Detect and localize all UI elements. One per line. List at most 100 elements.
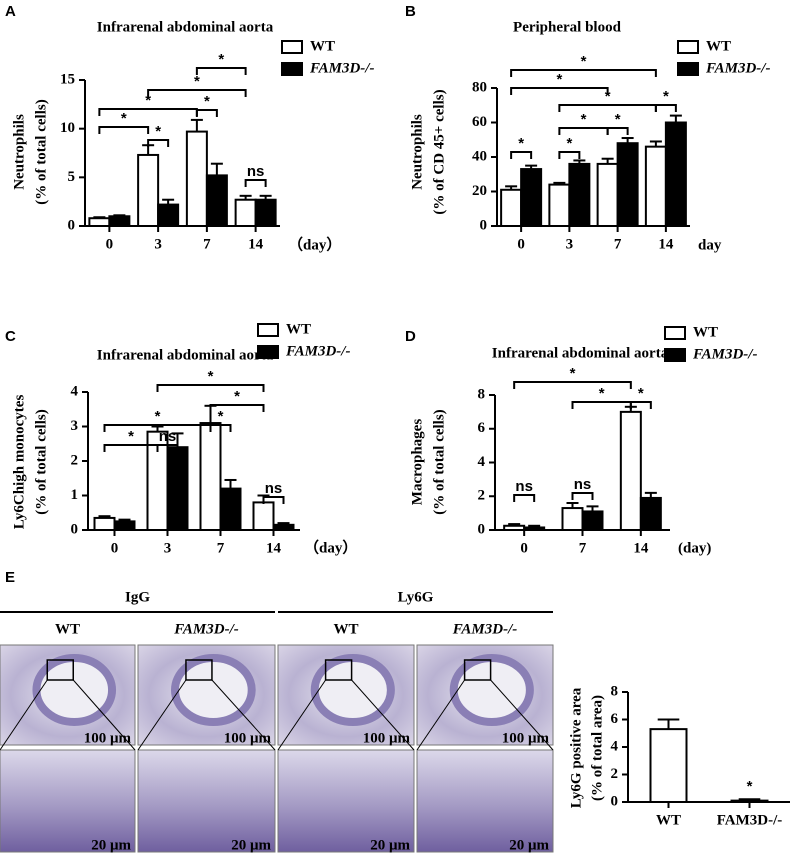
significance-label: * — [570, 365, 576, 382]
x-axis-label: (day) — [678, 540, 711, 556]
significance-bracket — [513, 494, 536, 502]
significance-label: * — [128, 428, 134, 445]
zoom-line — [490, 679, 554, 751]
legend-swatch — [664, 326, 686, 340]
significance-label: * — [556, 71, 562, 88]
significance-label: * — [566, 135, 572, 152]
y-tick-label: 0 — [480, 217, 488, 233]
bar — [619, 410, 642, 531]
y-tick-label: 0 — [611, 793, 619, 809]
x-tick-label: 14 — [633, 540, 649, 556]
y-tick-label: 2 — [611, 766, 619, 782]
bar — [649, 728, 688, 803]
bar — [88, 217, 111, 227]
x-axis-label: （day） — [288, 235, 341, 253]
bar — [252, 501, 275, 531]
y-tick-label: 5 — [68, 169, 76, 185]
chart-title: Infrarenal abdominal aorta — [97, 19, 274, 35]
y-axis-label: Ly6G positive area — [568, 687, 584, 808]
significance-label: * — [581, 111, 587, 128]
bar — [137, 153, 160, 228]
significance-bracket — [513, 381, 632, 389]
scale-bar-label: 20 μm — [509, 837, 549, 853]
inset-box — [185, 659, 213, 681]
x-tick-label: 14 — [658, 236, 674, 252]
y-axis-label: (% of total area) — [589, 695, 605, 801]
vessel — [170, 654, 256, 726]
y-axis-label: (% of total cells) — [431, 409, 447, 514]
zoom-line — [416, 679, 466, 751]
significance-label: * — [615, 111, 621, 128]
panel-letter: B — [405, 3, 416, 20]
vessel — [449, 654, 534, 726]
significance-bracket — [510, 151, 533, 159]
panel-letter: A — [5, 3, 16, 20]
legend-label: FAM3D-/- — [309, 60, 374, 76]
significance-label: ns — [265, 480, 283, 497]
y-tick-label: 4 — [478, 454, 486, 470]
y-tick-label: 15 — [60, 71, 75, 87]
inset-box — [463, 659, 492, 681]
vessel — [32, 654, 117, 726]
legend-swatch — [677, 62, 699, 76]
vessel — [310, 654, 395, 726]
y-axis-label: Macrophages — [409, 419, 425, 506]
y-tick-label: 10 — [60, 120, 75, 136]
significance-label: * — [218, 51, 224, 68]
bar — [199, 422, 222, 531]
significance-label: * — [581, 53, 587, 70]
y-tick-label: 4 — [71, 383, 79, 399]
significance-label: * — [234, 388, 240, 405]
legend-label: WT — [706, 38, 731, 54]
y-tick-label: 2 — [71, 452, 79, 468]
significance-bracket — [98, 108, 198, 116]
significance-label: * — [663, 88, 669, 105]
x-tick-label: 3 — [164, 540, 172, 556]
significance-label: * — [145, 92, 151, 109]
chart-title: Infrarenal abdominal aorta — [97, 347, 274, 363]
legend-swatch — [257, 323, 279, 337]
bar — [730, 799, 769, 803]
bar — [644, 145, 667, 227]
bar — [561, 507, 584, 531]
significance-label: * — [599, 385, 605, 402]
significance-bracket — [262, 496, 285, 504]
significance-label: * — [218, 408, 224, 425]
significance-bracket — [558, 104, 657, 112]
legend-swatch — [281, 40, 303, 54]
x-tick-label: 0 — [520, 540, 528, 556]
x-tick-label: 3 — [566, 236, 574, 252]
significance-label: * — [194, 73, 200, 90]
x-tick-label: 7 — [579, 540, 587, 556]
significance-bracket — [156, 384, 265, 392]
x-tick-label: 14 — [266, 540, 282, 556]
significance-label: * — [208, 368, 214, 385]
significance-bracket — [558, 127, 609, 135]
panel-letter: C — [5, 328, 16, 345]
legend-label: FAM3D-/- — [285, 343, 350, 359]
bar — [503, 524, 526, 531]
significance-bracket — [558, 151, 581, 159]
significance-bracket — [629, 401, 652, 409]
x-tick-label: 7 — [217, 540, 225, 556]
y-axis-label: (% of total cells) — [33, 409, 49, 514]
significance-bracket — [510, 87, 609, 95]
zoom-line — [72, 679, 136, 751]
legend-swatch — [257, 345, 279, 359]
y-tick-label: 6 — [611, 711, 619, 727]
bar — [581, 510, 604, 531]
bar — [596, 162, 619, 227]
significance-bracket — [147, 89, 247, 97]
column-label: WT — [333, 621, 358, 637]
scale-bar-label: 100 μm — [84, 730, 132, 746]
chart-title: Peripheral blood — [513, 19, 622, 35]
scale-bar-label: 100 μm — [224, 730, 272, 746]
significance-label: * — [518, 135, 524, 152]
significance-bracket — [571, 492, 594, 500]
y-tick-label: 0 — [68, 217, 76, 233]
bar — [272, 523, 295, 532]
legend-swatch — [664, 348, 686, 362]
inset-box — [324, 659, 353, 681]
significance-bracket — [209, 404, 265, 412]
micrograph-high — [277, 749, 415, 853]
